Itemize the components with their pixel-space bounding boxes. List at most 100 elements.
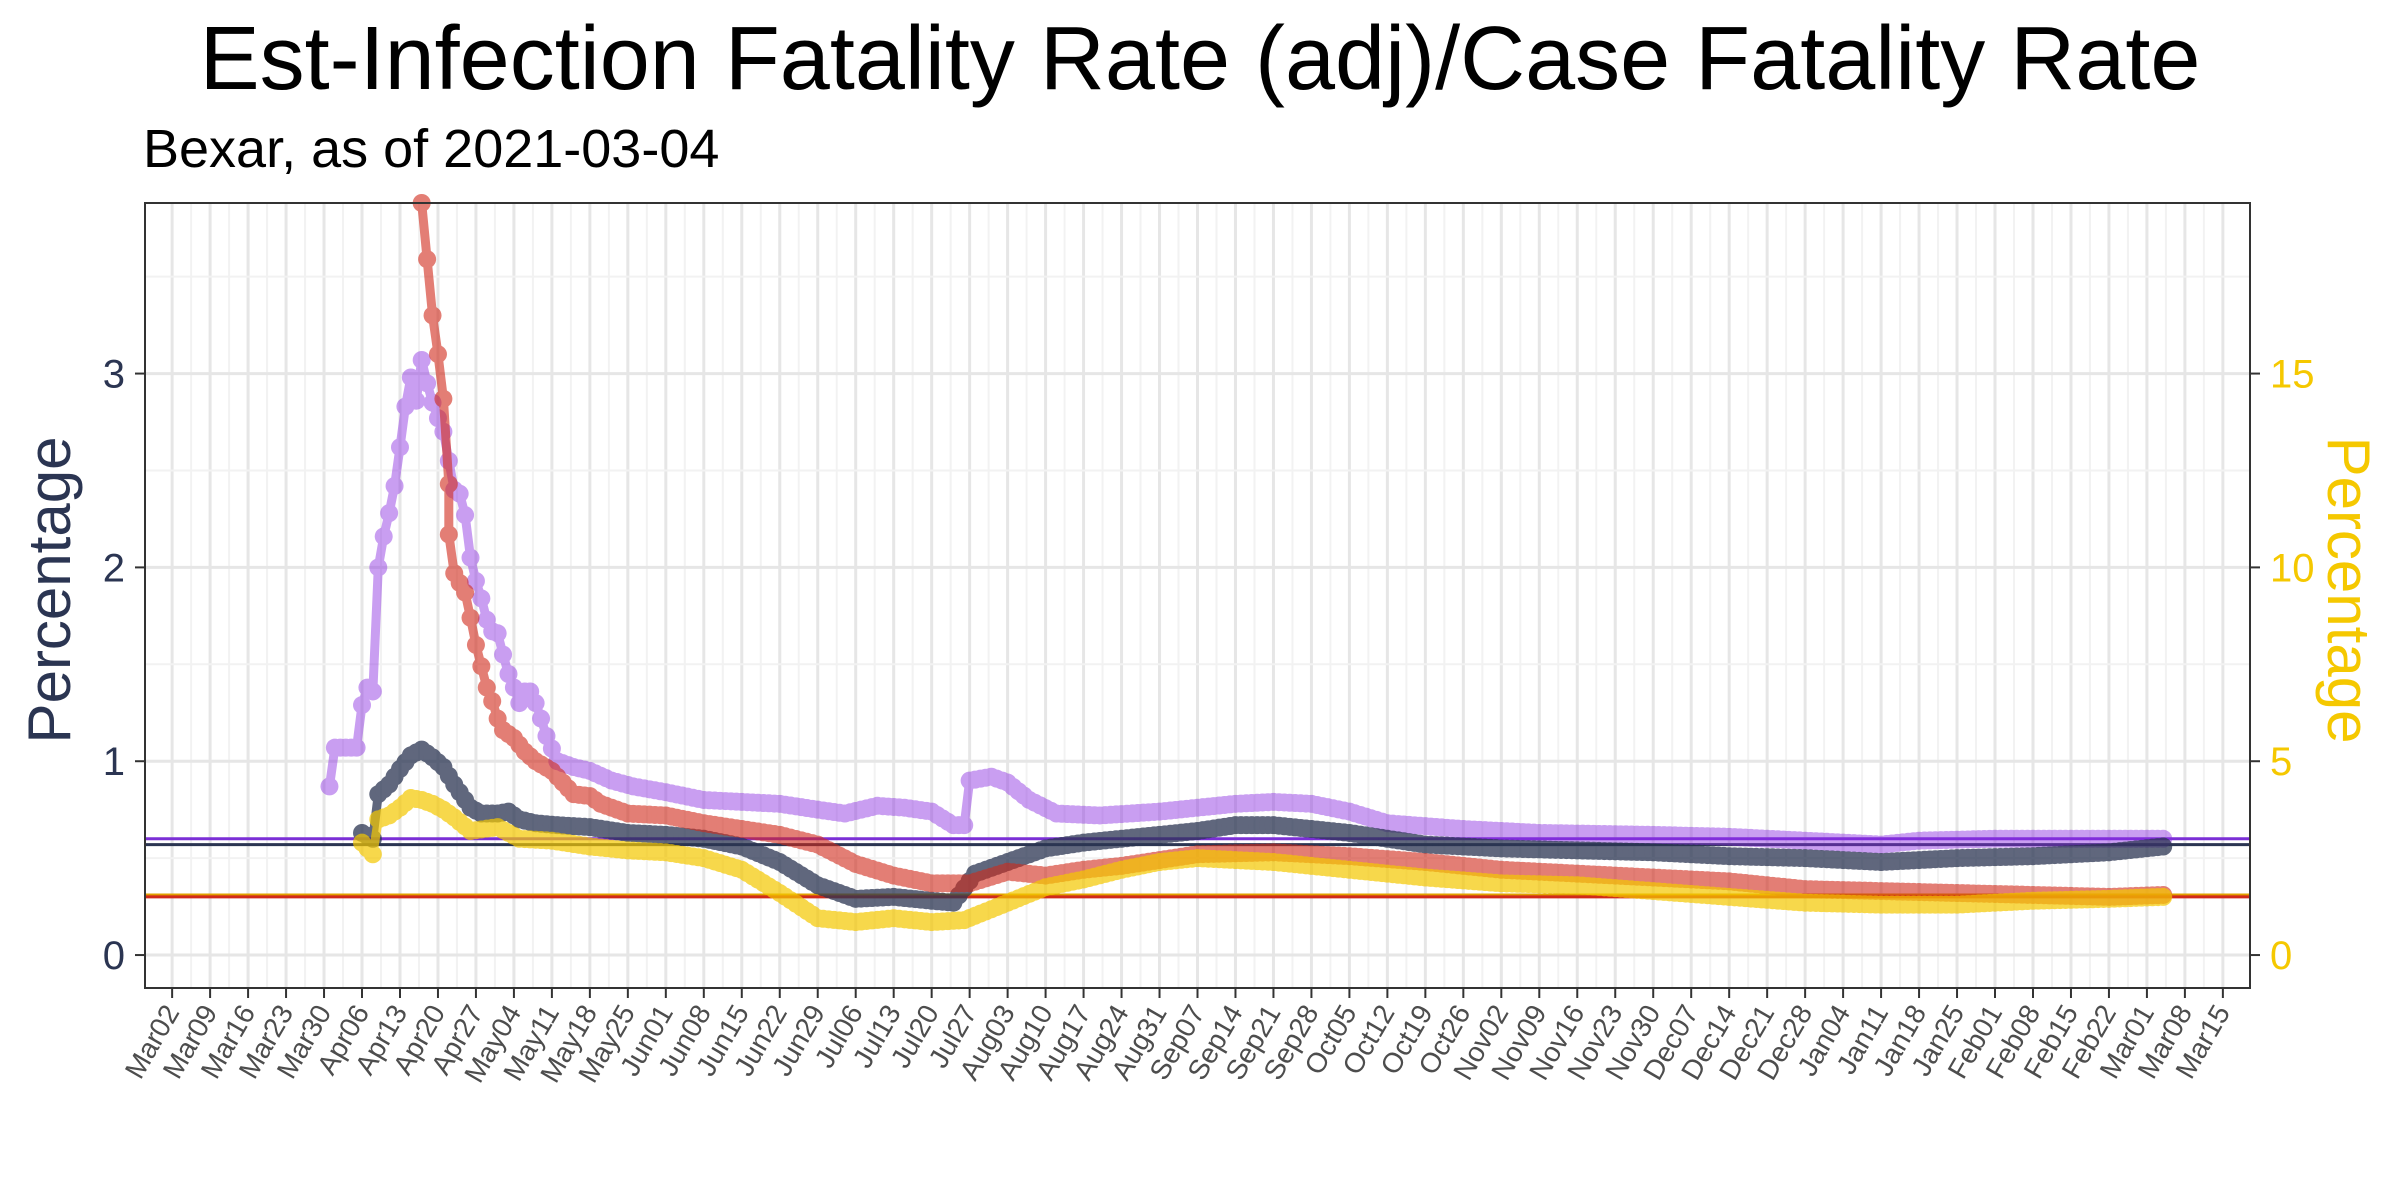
data-point — [591, 766, 610, 785]
data-point — [515, 682, 534, 701]
data-point — [1248, 793, 1267, 812]
data-point — [472, 657, 491, 676]
data-point — [1389, 815, 1408, 834]
series-1 — [353, 740, 2173, 912]
data-point — [1514, 823, 1533, 842]
data-point — [1476, 821, 1495, 840]
data-point — [483, 622, 502, 641]
data-point — [1400, 815, 1419, 834]
data-point — [607, 773, 626, 792]
data-point — [895, 798, 914, 817]
data-point — [998, 773, 1017, 792]
data-point — [928, 806, 947, 825]
data-point — [1427, 817, 1446, 836]
data-point — [2023, 829, 2042, 848]
data-point — [1714, 827, 1733, 846]
data-point — [2040, 829, 2059, 848]
data-point — [732, 792, 751, 811]
data-point — [1920, 831, 1939, 850]
data-point — [1839, 833, 1858, 852]
data-point — [412, 351, 431, 369]
data-point — [1958, 830, 1977, 849]
data-point — [781, 796, 800, 815]
data-point — [374, 527, 393, 546]
data-point — [358, 678, 377, 697]
data-point — [1725, 828, 1744, 847]
data-point — [1150, 802, 1169, 821]
data-point — [1758, 829, 1777, 848]
data-point — [770, 794, 789, 813]
data-point — [689, 789, 708, 808]
data-point — [738, 793, 757, 812]
data-point — [1096, 806, 1115, 825]
data-point — [814, 801, 833, 820]
data-point — [1394, 815, 1413, 834]
data-point — [879, 797, 898, 816]
data-point — [1448, 819, 1467, 838]
data-point — [1622, 825, 1641, 844]
data-point — [656, 783, 675, 802]
data-point — [971, 769, 990, 788]
data-point — [401, 368, 420, 387]
data-point — [1438, 818, 1457, 837]
data-point — [825, 803, 844, 822]
data-point — [1318, 798, 1337, 817]
data-point — [1090, 806, 1109, 825]
data-point — [803, 799, 822, 818]
data-point — [635, 779, 654, 798]
data-point — [580, 761, 599, 780]
data-point — [1844, 834, 1863, 853]
data-point — [1047, 804, 1066, 823]
data-point — [1861, 835, 1880, 854]
data-point — [418, 374, 437, 393]
data-point — [1828, 833, 1847, 852]
data-point — [1774, 830, 1793, 849]
data-point — [1297, 794, 1316, 813]
data-point — [575, 760, 594, 779]
data-point — [1606, 825, 1625, 844]
data-point — [466, 635, 485, 654]
data-point — [456, 583, 475, 602]
data-point — [1698, 827, 1717, 846]
data-point — [1817, 832, 1836, 851]
data-point — [933, 809, 952, 828]
data-point — [1210, 796, 1229, 815]
data-point — [1595, 825, 1614, 844]
data-point — [483, 692, 502, 711]
data-point — [1546, 824, 1565, 843]
data-point — [1009, 782, 1028, 801]
data-point — [559, 756, 578, 775]
data-point — [1660, 826, 1679, 845]
data-point — [1731, 828, 1750, 847]
y-axis-label-left: Percentage — [16, 437, 83, 744]
data-point — [1052, 804, 1071, 823]
data-point — [694, 790, 713, 809]
data-point — [1671, 826, 1690, 845]
y-left-tick-label: 0 — [103, 934, 125, 978]
data-point — [1221, 795, 1240, 814]
chart-title: Est-Infection Fatality Rate (adj)/Case F… — [199, 9, 2201, 109]
data-point — [1834, 833, 1853, 852]
data-point — [618, 775, 637, 794]
data-point — [1145, 802, 1164, 821]
data-point — [1188, 798, 1207, 817]
data-point — [673, 786, 692, 805]
data-point — [966, 770, 985, 789]
data-point — [418, 250, 437, 269]
data-point — [1926, 831, 1945, 850]
data-point — [347, 738, 366, 757]
data-point — [2051, 829, 2070, 848]
data-point — [488, 624, 507, 643]
data-point — [727, 792, 746, 811]
data-point — [1644, 825, 1663, 844]
data-point — [1752, 829, 1771, 848]
data-point — [428, 345, 447, 364]
data-point — [1107, 805, 1126, 824]
data-point — [1231, 794, 1250, 813]
data-point — [494, 645, 513, 664]
data-point — [1253, 793, 1272, 812]
data-point — [1345, 804, 1364, 823]
data-point — [900, 799, 919, 818]
axes: 0123051015Mar02Mar09Mar16Mar23Mar30Apr06… — [103, 353, 2315, 1088]
data-point — [2078, 829, 2097, 848]
